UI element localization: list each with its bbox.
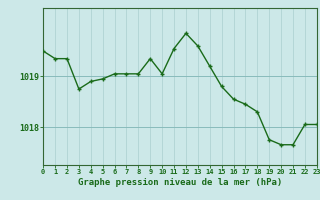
X-axis label: Graphe pression niveau de la mer (hPa): Graphe pression niveau de la mer (hPa) — [78, 178, 282, 187]
